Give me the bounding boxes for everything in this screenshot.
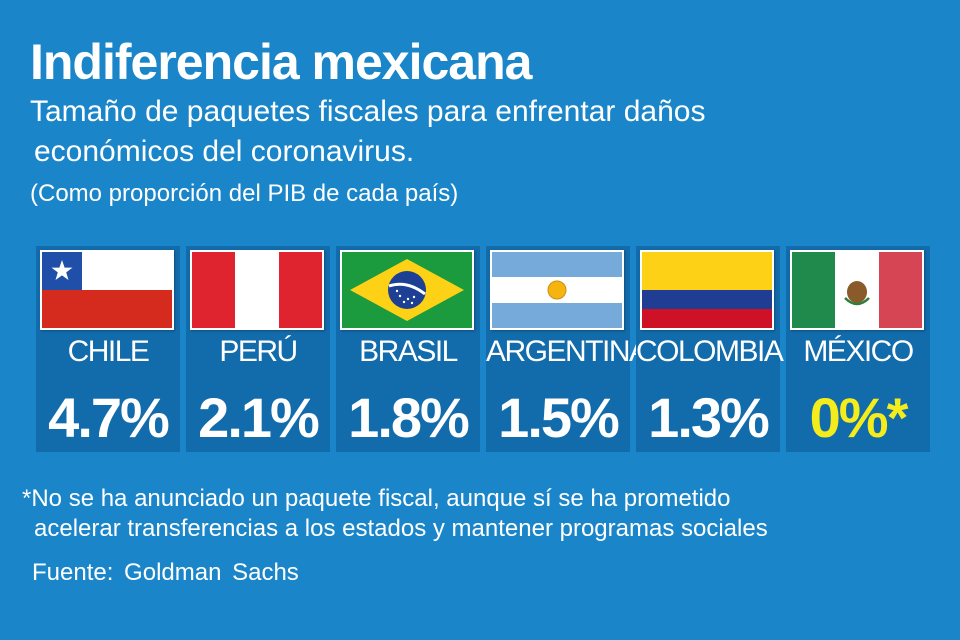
country-label: COLOMBIA [636, 335, 784, 368]
footnote: *No se ha anunciado un paquete fiscal, a… [22, 484, 922, 544]
colombia-flag-icon [640, 250, 774, 330]
footnote-line: acelerar transferencias a los estados y … [34, 515, 768, 542]
chile-flag-icon [40, 250, 174, 330]
value-label: 1.8% [348, 386, 470, 449]
country-label: MÉXICO [803, 335, 914, 368]
country-label: ARGENTINA [486, 335, 649, 368]
value-label: 1.3% [648, 386, 770, 449]
country-card: BRASIL 1.8% [336, 246, 480, 452]
value-label: 0%* [809, 386, 909, 449]
country-card: CHILE 4.7% [36, 246, 180, 452]
chart-subtitle: Tamaño de paquetes fiscales para enfrent… [30, 92, 890, 172]
chart-title: Indiferencia mexicana [30, 34, 532, 90]
country-label: PERÚ [219, 335, 298, 368]
country-label: BRASIL [359, 335, 458, 368]
brazil-flag-icon [340, 250, 474, 330]
mexico-flag-icon [790, 250, 924, 330]
country-card: MÉXICO 0%* [786, 246, 930, 452]
country-card: ARGENTINA 1.5% [486, 246, 649, 452]
peru-flag-icon [190, 250, 324, 330]
source-note: Fuente: Goldman Sachs [32, 559, 299, 586]
subtitle-line: Tamaño de paquetes fiscales para enfrent… [30, 95, 706, 128]
country-label: CHILE [67, 335, 150, 368]
unit-note: (Como proporción del PIB de cada país) [30, 180, 459, 207]
value-label: 1.5% [498, 386, 620, 449]
value-label: 4.7% [48, 386, 170, 449]
country-card: PERÚ 2.1% [186, 246, 330, 452]
country-card: COLOMBIA 1.3% [636, 246, 784, 452]
country-cards: CHILE 4.7% PERÚ 2.1% BRASIL 1.8% ARGENTINA 1.5%… [36, 246, 930, 452]
value-label: 2.1% [198, 386, 320, 449]
subtitle-line: económicos del coronavirus. [34, 135, 415, 168]
argentina-flag-icon [490, 250, 624, 330]
footnote-line: *No se ha anunciado un paquete fiscal, a… [22, 485, 731, 512]
